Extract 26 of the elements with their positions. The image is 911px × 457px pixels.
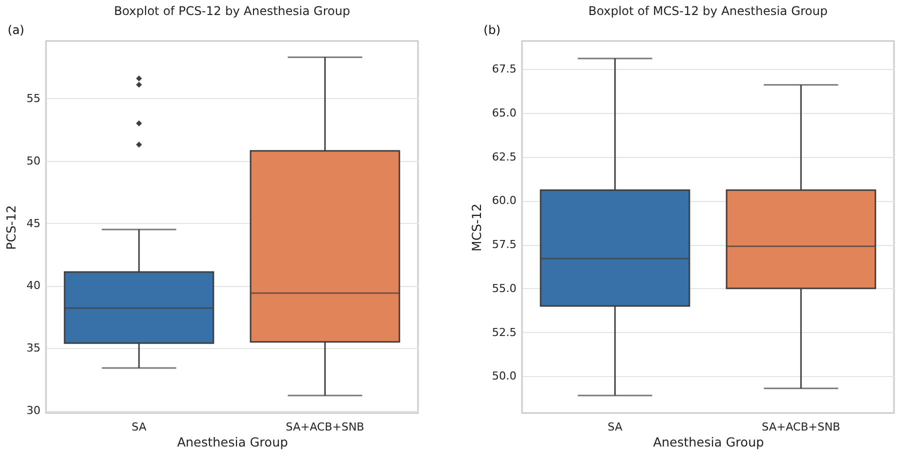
y-tick-label: 55	[26, 92, 40, 105]
y-tick-label: 65.0	[492, 106, 516, 120]
y-tick-label: 60.0	[492, 194, 516, 208]
y-tick-label: 40	[26, 279, 40, 292]
x-tick-label: SA+ACB+SNB	[286, 420, 364, 434]
y-axis-title: MCS-12	[469, 204, 484, 252]
text: (a)	[8, 23, 24, 37]
x-axis-title: Anesthesia Group	[653, 434, 764, 450]
x-tick-label: SA	[608, 420, 623, 434]
y-tick-label: 45	[26, 216, 40, 230]
y-tick-label: 50	[26, 154, 40, 168]
chart-title: Boxplot of MCS-12 by Anesthesia Group	[588, 4, 828, 18]
x-tick-label: SA+ACB+SNB	[762, 420, 840, 434]
y-tick-label: 57.5	[492, 238, 516, 252]
y-tick-label: 30	[26, 404, 40, 418]
y-axis-title: PCS-12	[4, 205, 19, 250]
y-tick-label: 55.0	[492, 282, 516, 295]
y-tick-label: 52.5	[492, 326, 516, 339]
x-tick-label: SA	[132, 420, 147, 434]
chart-title: Boxplot of PCS-12 by Anesthesia Group	[114, 4, 350, 18]
y-tick-label: 35	[26, 342, 40, 355]
x-axis-title: Anesthesia Group	[177, 434, 288, 450]
y-tick-label: 50.0	[492, 370, 516, 383]
text: (b)	[484, 23, 500, 37]
y-tick-label: 67.5	[492, 62, 516, 76]
y-tick-label: 62.5	[492, 150, 516, 164]
